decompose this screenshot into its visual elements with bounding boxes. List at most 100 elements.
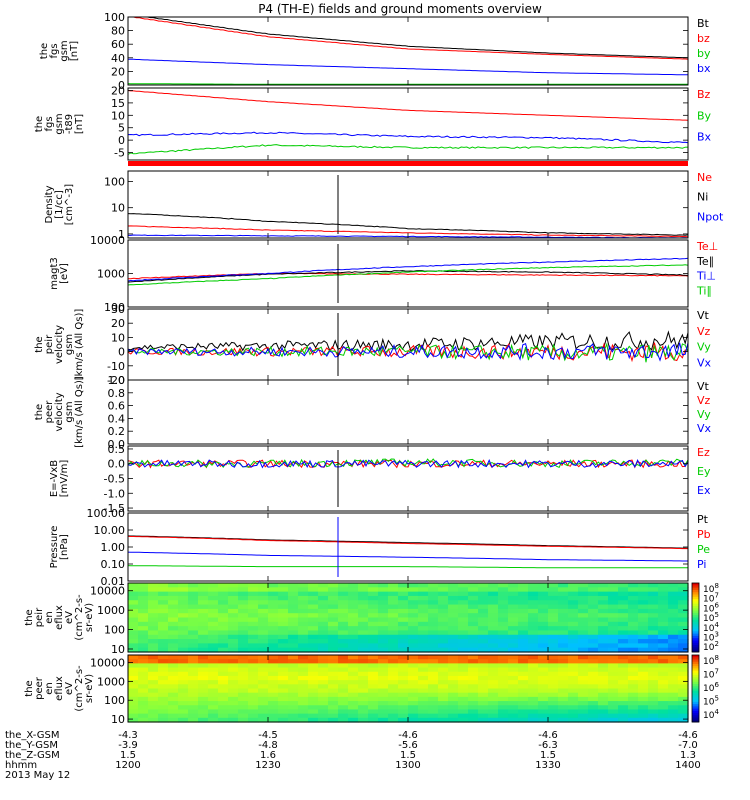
heatmap-cell xyxy=(618,671,629,677)
heatmap-cell xyxy=(378,655,389,660)
heatmap-cell xyxy=(338,663,349,669)
heatmap-cell xyxy=(568,684,579,690)
heatmap-cell xyxy=(208,600,219,606)
heatmap-cell xyxy=(488,639,499,644)
colorbar-swatch xyxy=(692,684,699,687)
heatmap-cell xyxy=(378,713,389,719)
heatmap-cell xyxy=(608,604,619,610)
heatmap-cell xyxy=(208,680,219,685)
heatmap-cell xyxy=(528,626,539,632)
heatmap-cell xyxy=(528,604,539,610)
heatmap-cell xyxy=(188,717,199,723)
legend-label: Ex xyxy=(697,484,711,497)
heatmap-cell xyxy=(288,634,299,640)
colorbar-swatch xyxy=(692,592,699,595)
heatmap-cell xyxy=(248,684,259,690)
heatmap-cell xyxy=(648,701,659,706)
heatmap-cell xyxy=(598,604,609,610)
heatmap-cell xyxy=(238,639,249,644)
heatmap-cell xyxy=(368,583,379,588)
heatmap-cell xyxy=(598,617,609,623)
heatmap-cell xyxy=(378,692,389,698)
heatmap-cell xyxy=(218,709,229,715)
heatmap-cell xyxy=(428,587,439,593)
legend-label: Te⊥ xyxy=(696,240,718,253)
heatmap-cell xyxy=(558,696,569,702)
heatmap-cell xyxy=(188,608,199,614)
heatmap-cell xyxy=(148,634,159,640)
heatmap-cell xyxy=(158,595,169,601)
heatmap-cell xyxy=(498,621,509,627)
heatmap-cell xyxy=(528,709,539,715)
heatmap-cell xyxy=(478,583,489,588)
heatmap-cell xyxy=(388,600,399,606)
heatmap-cell xyxy=(158,713,169,719)
heatmap-cell xyxy=(598,680,609,685)
heatmap-cell xyxy=(508,604,519,610)
ylabel-line: [km/s (All Qs)] xyxy=(74,376,85,448)
heatmap-cell xyxy=(628,617,639,623)
colorbar-swatch xyxy=(692,681,699,685)
heatmap-cell xyxy=(598,587,609,593)
heatmap-cell xyxy=(658,587,669,593)
heatmap-cell xyxy=(318,630,329,636)
heatmap-cell xyxy=(528,713,539,719)
heatmap-cell xyxy=(428,709,439,715)
heatmap-cell xyxy=(228,701,239,706)
ylabel-line: the xyxy=(34,116,45,132)
heatmap-cell xyxy=(438,613,449,619)
heatmap-cell xyxy=(348,692,359,698)
heatmap-cell xyxy=(498,630,509,636)
heatmap-cell xyxy=(218,705,229,711)
heatmap-cell xyxy=(188,604,199,610)
heatmap-cell xyxy=(528,692,539,698)
heatmap-cell xyxy=(638,692,649,698)
heatmap-cell xyxy=(328,671,339,677)
heatmap-cell xyxy=(218,634,229,640)
ylabel-line: eflux xyxy=(54,605,65,630)
heatmap-cell xyxy=(328,621,339,627)
heatmap-cell xyxy=(458,671,469,677)
heatmap-cell xyxy=(128,647,139,653)
heatmap-cell xyxy=(628,688,639,694)
ytick-label: 10.00 xyxy=(94,524,126,537)
colorbar-swatch xyxy=(692,599,699,602)
heatmap-cell xyxy=(328,709,339,715)
heatmap-cell xyxy=(588,583,599,588)
heatmap-cell xyxy=(318,647,329,653)
heatmap-cell xyxy=(428,591,439,597)
heatmap-cell xyxy=(678,701,689,706)
heatmap-cell xyxy=(478,680,489,685)
heatmap-cell xyxy=(328,680,339,685)
xaxis-tick-label: 1.5 xyxy=(120,750,136,761)
heatmap-cell xyxy=(188,680,199,685)
heatmap-cell xyxy=(648,626,659,632)
heatmap-cell xyxy=(478,617,489,623)
heatmap-cell xyxy=(678,705,689,711)
heatmap-cell xyxy=(458,688,469,694)
heatmap-cell xyxy=(578,696,589,702)
heatmap-cell xyxy=(388,608,399,614)
ytick-label: 0.8 xyxy=(108,387,126,400)
colorbar-tick-label: 104 xyxy=(703,621,719,634)
panel-separator-bar xyxy=(128,161,688,166)
heatmap-cell xyxy=(328,663,339,669)
heatmap-cell xyxy=(168,583,179,588)
heatmap-cell xyxy=(188,600,199,606)
colorbar-swatch xyxy=(692,587,699,591)
heatmap-cell xyxy=(488,617,499,623)
heatmap-cell xyxy=(638,667,649,673)
heatmap-cell xyxy=(538,655,549,660)
heatmap-cell xyxy=(398,639,409,644)
heatmap-cell xyxy=(388,701,399,706)
heatmap-cell xyxy=(658,643,669,649)
heatmap-cell xyxy=(128,705,139,711)
heatmap-cell xyxy=(368,604,379,610)
heatmap-cell xyxy=(658,663,669,669)
heatmap-cell xyxy=(248,671,259,677)
heatmap-cell xyxy=(168,696,179,702)
heatmap-cell xyxy=(598,621,609,627)
heatmap-cell xyxy=(478,717,489,723)
heatmap-cell xyxy=(298,647,309,653)
heatmap-cell xyxy=(138,600,149,606)
